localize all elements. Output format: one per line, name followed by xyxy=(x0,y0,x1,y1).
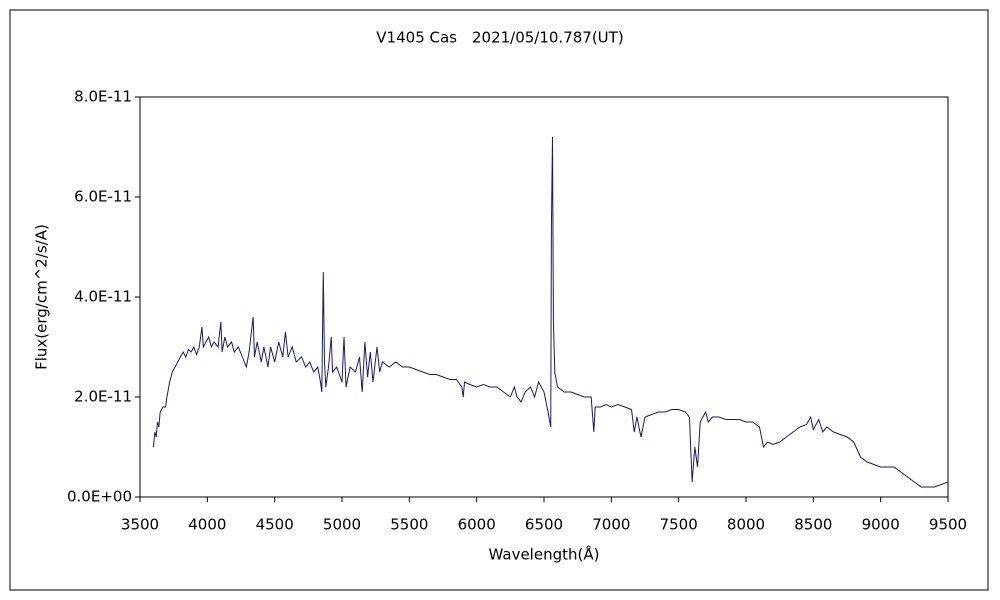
y-tick-label: 8.0E-11 xyxy=(74,88,132,106)
chart-frame xyxy=(9,9,989,591)
x-tick-label: 5000 xyxy=(323,516,361,534)
x-tick-label: 6500 xyxy=(525,516,563,534)
chart-title: V1405 Cas 2021/05/10.787(UT) xyxy=(376,29,623,47)
x-tick-label: 5500 xyxy=(390,516,428,534)
y-tick-label: 6.0E-11 xyxy=(74,188,132,206)
x-tick-label: 7000 xyxy=(592,516,630,534)
x-tick-label: 6000 xyxy=(458,516,496,534)
x-tick-label: 9500 xyxy=(929,516,967,534)
x-axis-label: Wavelength(Å) xyxy=(489,545,600,564)
y-tick-label: 4.0E-11 xyxy=(74,288,132,306)
x-tick-label: 8000 xyxy=(727,516,765,534)
x-tick-label: 8500 xyxy=(794,516,832,534)
x-tick-label: 3500 xyxy=(121,516,159,534)
y-axis-label: Flux(erg/cm^2/s/A) xyxy=(33,224,51,370)
x-tick-label: 7500 xyxy=(660,516,698,534)
x-tick-label: 9000 xyxy=(862,516,900,534)
y-tick-label: 2.0E-11 xyxy=(74,388,132,406)
y-tick-label: 0.0E+00 xyxy=(67,488,132,506)
spectrum-line xyxy=(152,136,949,488)
x-tick-label: 4500 xyxy=(256,516,294,534)
x-tick-label: 4000 xyxy=(188,516,226,534)
